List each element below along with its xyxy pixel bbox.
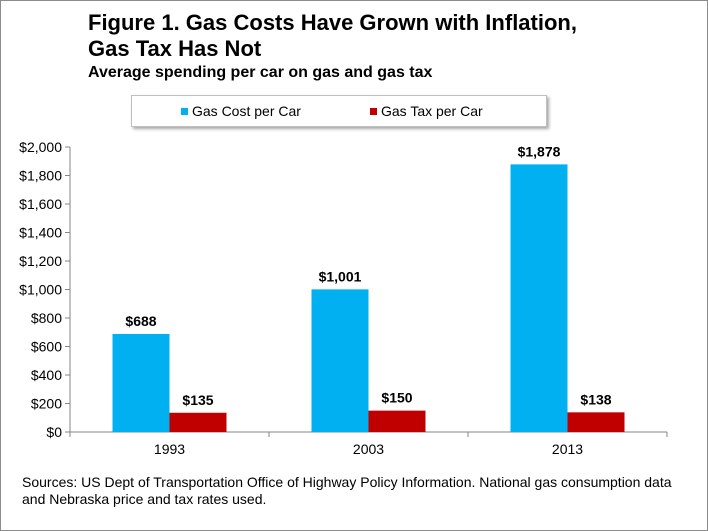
- y-tick-label: $2,000: [19, 139, 62, 155]
- bar: [567, 412, 625, 432]
- legend-item-gas-cost: Gas Cost per Car: [181, 103, 301, 119]
- chart-title-line-2: Gas Tax Has Not: [88, 36, 262, 61]
- y-tick-label: $600: [31, 339, 62, 355]
- x-tick-label: 2003: [353, 441, 384, 457]
- bar: [368, 410, 426, 432]
- data-label: $150: [381, 390, 412, 406]
- y-tick-label: $200: [31, 396, 62, 412]
- chart-title: Figure 1. Gas Costs Have Grown with Infl…: [88, 10, 577, 62]
- legend-swatch-gas-cost: [181, 107, 188, 115]
- bar-chart: $0 $200 $400 $600 $800 $1,000 $1,200 $1,400 $1,6…: [19, 139, 668, 457]
- x-tick-label: 2013: [552, 441, 583, 457]
- data-label: $1,878: [518, 143, 561, 159]
- y-tick-label: $1,800: [19, 168, 62, 184]
- bar: [510, 164, 568, 432]
- y-tick-label: $800: [31, 310, 62, 326]
- y-tick-label: $0: [46, 424, 62, 440]
- bar: [311, 289, 369, 432]
- data-label: $138: [580, 391, 611, 407]
- data-label: $688: [125, 313, 156, 329]
- bar: [169, 412, 227, 432]
- y-tick-label: $400: [31, 367, 62, 383]
- data-label: $1,001: [319, 268, 362, 284]
- y-tick-label: $1,400: [19, 225, 62, 241]
- chart-subtitle: Average spending per car on gas and gas …: [88, 64, 433, 81]
- bar: [112, 333, 170, 432]
- data-label: $135: [182, 392, 213, 408]
- sources-note: Sources: US Dept of Transportation Offic…: [22, 474, 672, 507]
- x-tick-label: 1993: [154, 441, 185, 457]
- y-tick-label: $1,000: [19, 282, 62, 298]
- legend-swatch-gas-tax: [370, 107, 377, 115]
- y-tick-label: $1,200: [19, 253, 62, 269]
- legend-label-gas-tax: Gas Tax per Car: [381, 103, 483, 119]
- y-tick-label: $1,600: [19, 196, 62, 212]
- chart-title-line-1: Figure 1. Gas Costs Have Grown with Infl…: [88, 10, 577, 35]
- legend-item-gas-tax: Gas Tax per Car: [370, 103, 483, 119]
- legend-label-gas-cost: Gas Cost per Car: [192, 103, 301, 119]
- chart-legend: Gas Cost per Car Gas Tax per Car: [131, 95, 547, 127]
